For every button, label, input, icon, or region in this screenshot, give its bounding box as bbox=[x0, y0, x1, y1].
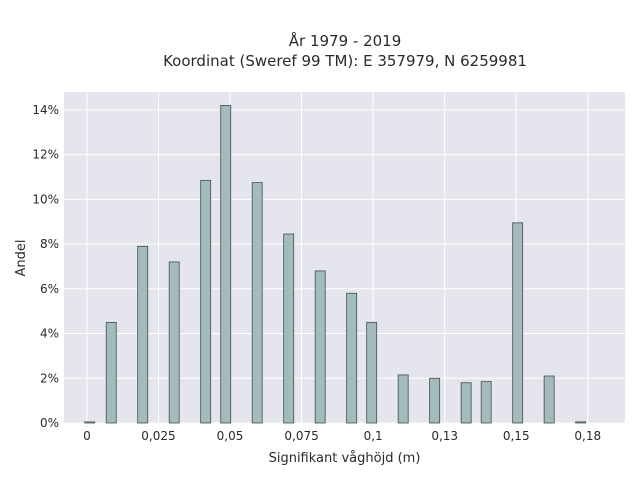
histogram-bar bbox=[346, 292, 358, 424]
grid bbox=[64, 92, 625, 424]
histogram-bar bbox=[84, 421, 96, 424]
histogram-bar bbox=[366, 321, 378, 424]
histogram-bar bbox=[429, 377, 441, 424]
x-tick-label: 0,1 bbox=[364, 429, 383, 443]
histogram-bar bbox=[397, 374, 409, 424]
y-tick-label: 10% bbox=[32, 192, 59, 206]
plot-area bbox=[64, 92, 625, 423]
y-tick-label: 6% bbox=[40, 282, 59, 296]
histogram-bar bbox=[283, 233, 295, 424]
x-axis-label: Signifikant våghöjd (m) bbox=[269, 451, 421, 466]
x-tick-label: 0,025 bbox=[141, 429, 175, 443]
histogram-bar bbox=[575, 421, 587, 424]
histogram-bar bbox=[314, 270, 326, 424]
bars bbox=[84, 105, 587, 424]
y-tick-label: 0% bbox=[40, 416, 59, 430]
histogram-bar bbox=[137, 245, 149, 424]
histogram-bar bbox=[251, 182, 263, 424]
y-axis-label: Andel bbox=[14, 240, 29, 277]
histogram-bar bbox=[105, 321, 117, 424]
y-tick-label: 4% bbox=[40, 327, 59, 341]
histogram-bar bbox=[460, 382, 472, 424]
x-tick-label: 0 bbox=[83, 429, 91, 443]
x-tick-label: 0,18 bbox=[574, 429, 601, 443]
y-tick-label: 14% bbox=[32, 103, 59, 117]
histogram-bar bbox=[200, 179, 212, 424]
x-tick-label: 0,13 bbox=[431, 429, 458, 443]
x-tick-label: 0,05 bbox=[217, 429, 244, 443]
x-axis-ticks: 0 0,025 0,05 0,075 0,1 0,13 0,15 0,18 bbox=[83, 429, 601, 443]
histogram-bar bbox=[480, 381, 492, 424]
x-tick-label: 0,15 bbox=[503, 429, 530, 443]
chart-title-line1: År 1979 - 2019 bbox=[289, 31, 402, 50]
histogram-bar bbox=[220, 105, 232, 424]
chart-title-line2: Koordinat (Sweref 99 TM): E 357979, N 62… bbox=[163, 52, 527, 70]
histogram-bar bbox=[543, 375, 555, 424]
y-tick-label: 8% bbox=[40, 237, 59, 251]
y-tick-label: 12% bbox=[32, 148, 59, 162]
y-tick-label: 2% bbox=[40, 371, 59, 385]
x-tick-label: 0,075 bbox=[284, 429, 318, 443]
y-axis-ticks: 0% 2% 4% 6% 8% 10% 12% 14% bbox=[32, 103, 59, 430]
histogram-bar bbox=[168, 261, 180, 424]
histogram-bar bbox=[512, 222, 524, 424]
